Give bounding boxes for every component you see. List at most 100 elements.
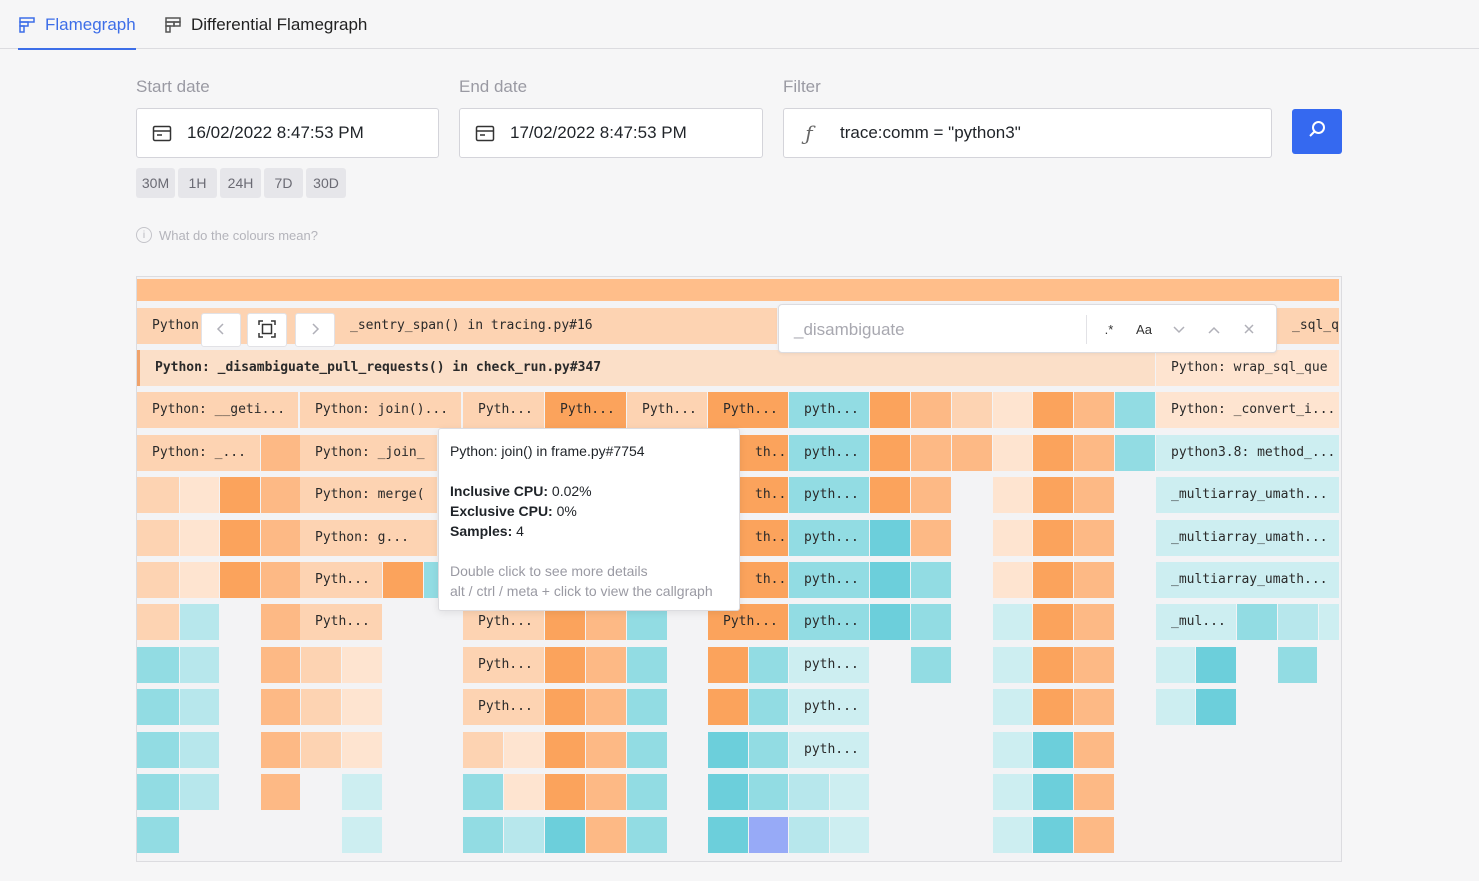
flamegraph-frame[interactable]: _sentry_span() in tracing.py#16	[335, 308, 777, 344]
next-match-button[interactable]	[1166, 305, 1192, 354]
flamegraph-frame-block[interactable]	[1033, 477, 1073, 513]
flamegraph-frame-block[interactable]	[789, 774, 829, 810]
flamegraph-frame-block[interactable]	[180, 732, 219, 768]
end-date-field[interactable]: 17/02/2022 8:47:53 PM	[459, 108, 763, 158]
flamegraph-frame-block[interactable]	[952, 392, 992, 428]
flamegraph-frame-block[interactable]	[137, 477, 179, 513]
flamegraph-frame[interactable]: pyth...	[789, 562, 869, 598]
flamegraph-frame[interactable]: Pyth...	[463, 392, 544, 428]
flamegraph-frame-block[interactable]	[1033, 520, 1073, 556]
flamegraph-frame-block[interactable]	[1074, 774, 1114, 810]
flamegraph-frame-block[interactable]	[463, 774, 503, 810]
flamegraph-frame[interactable]: _mul...	[1156, 604, 1236, 640]
flamegraph-frame-block[interactable]	[545, 689, 585, 725]
flamegraph-frame-block[interactable]	[342, 732, 382, 768]
start-date-field[interactable]: 16/02/2022 8:47:53 PM	[136, 108, 439, 158]
flamegraph-search-input[interactable]: _disambiguate	[794, 320, 905, 339]
quick-range-24h[interactable]: 24H	[220, 168, 261, 198]
flamegraph-frame-block[interactable]	[261, 520, 300, 556]
flamegraph-frame-block[interactable]	[1033, 817, 1073, 853]
flamegraph-frame-block[interactable]	[137, 774, 179, 810]
flamegraph-frame[interactable]: python3.8: method_...	[1156, 435, 1339, 471]
flamegraph-frame[interactable]: pyth...	[789, 520, 869, 556]
case-sensitive-toggle[interactable]: Aa	[1136, 322, 1152, 337]
flamegraph[interactable]: Python: _sentry_span() in tracing.py#16 _…	[136, 276, 1342, 862]
flamegraph-frame-block[interactable]	[261, 689, 300, 725]
flamegraph-frame-block[interactable]	[137, 647, 179, 683]
quick-range-7d[interactable]: 7D	[264, 168, 303, 198]
flamegraph-frame-block[interactable]	[586, 774, 626, 810]
flamegraph-frame[interactable]: Python: _convert_i...	[1156, 392, 1339, 428]
flamegraph-frame-block[interactable]	[627, 647, 667, 683]
flamegraph-frame-block[interactable]	[1074, 435, 1114, 471]
flamegraph-frame-block[interactable]	[1074, 604, 1114, 640]
flamegraph-frame-block[interactable]	[1074, 392, 1114, 428]
flamegraph-frame[interactable]: Python: _...	[137, 435, 260, 471]
flamegraph-frame-block[interactable]	[708, 689, 748, 725]
flamegraph-frame[interactable]: Python: merge(	[300, 477, 437, 513]
flamegraph-frame[interactable]: Pyth...	[708, 604, 788, 640]
flamegraph-frame-block[interactable]	[1033, 392, 1073, 428]
flamegraph-frame[interactable]: pyth...	[789, 392, 869, 428]
flamegraph-frame[interactable]: Python: join()...	[300, 392, 461, 428]
flamegraph-frame-block[interactable]	[261, 435, 300, 471]
flamegraph-frame-block[interactable]	[627, 774, 667, 810]
flamegraph-frame[interactable]: Pyth...	[708, 392, 788, 428]
flamegraph-frame-block[interactable]	[749, 689, 788, 725]
flamegraph-frame[interactable]: Pyth...	[545, 392, 626, 428]
flamegraph-frame[interactable]: Pyth...	[463, 689, 544, 725]
flamegraph-frame-block[interactable]	[627, 732, 667, 768]
flamegraph-frame-block[interactable]	[1033, 604, 1073, 640]
flamegraph-frame[interactable]: pyth...	[789, 435, 869, 471]
flamegraph-frame-block[interactable]	[342, 647, 382, 683]
previous-match-button[interactable]	[1201, 305, 1227, 354]
flamegraph-frame-block[interactable]	[545, 647, 585, 683]
flamegraph-frame-block[interactable]	[911, 562, 951, 598]
flamegraph-frame[interactable]: th...	[740, 520, 788, 556]
flamegraph-frame[interactable]: Pyth...	[463, 647, 544, 683]
flamegraph-frame-block[interactable]	[1033, 647, 1073, 683]
flamegraph-frame[interactable]: Python: _disambiguate_pull_requests() in…	[137, 350, 1155, 386]
flamegraph-frame-block[interactable]	[545, 774, 585, 810]
flamegraph-frame[interactable]: Python: __geti...	[137, 392, 298, 428]
flamegraph-frame-block[interactable]	[870, 392, 910, 428]
flamegraph-frame-block[interactable]	[1115, 392, 1155, 428]
flamegraph-frame-block[interactable]	[708, 732, 748, 768]
quick-range-1h[interactable]: 1H	[178, 168, 217, 198]
flamegraph-frame-block[interactable]	[749, 647, 788, 683]
flamegraph-frame-block[interactable]	[993, 520, 1032, 556]
flamegraph-frame-block[interactable]	[137, 604, 179, 640]
flamegraph-frame-block[interactable]	[342, 817, 382, 853]
flamegraph-frame-block[interactable]	[586, 689, 626, 725]
flamegraph-frame-block[interactable]	[504, 817, 544, 853]
flamegraph-frame-block[interactable]	[993, 604, 1032, 640]
flamegraph-frame-block[interactable]	[749, 732, 788, 768]
flamegraph-frame-block[interactable]	[993, 647, 1032, 683]
flamegraph-frame-block[interactable]	[1278, 647, 1317, 683]
flamegraph-frame-block[interactable]	[301, 689, 341, 725]
flamegraph-frame-block[interactable]	[789, 817, 829, 853]
flamegraph-frame-block[interactable]	[1074, 562, 1114, 598]
flamegraph-frame-block[interactable]	[261, 774, 300, 810]
search-button[interactable]	[1292, 109, 1342, 154]
flamegraph-frame-block[interactable]	[1156, 689, 1195, 725]
flamegraph-frame-block[interactable]	[708, 774, 748, 810]
flamegraph-frame-block[interactable]	[993, 562, 1032, 598]
flamegraph-frame-block[interactable]	[1074, 689, 1114, 725]
reset-zoom-button[interactable]	[247, 313, 287, 347]
flamegraph-frame-block[interactable]	[1074, 732, 1114, 768]
flamegraph-frame-block[interactable]	[261, 647, 300, 683]
filter-field[interactable]: ƒ trace:comm = "python3"	[783, 108, 1272, 158]
flamegraph-frame-block[interactable]	[1074, 817, 1114, 853]
flamegraph-frame-block[interactable]	[342, 774, 382, 810]
flamegraph-frame-block[interactable]	[220, 520, 260, 556]
flamegraph-frame-block[interactable]	[1033, 732, 1073, 768]
flamegraph-frame-block[interactable]	[708, 647, 748, 683]
flamegraph-frame-block[interactable]	[1074, 647, 1114, 683]
flamegraph-frame-block[interactable]	[870, 562, 910, 598]
flamegraph-frame-block[interactable]	[749, 817, 788, 853]
flamegraph-frame-block[interactable]	[180, 520, 219, 556]
flamegraph-frame-block[interactable]	[137, 689, 179, 725]
flamegraph-frame[interactable]: _multiarray_umath...	[1156, 477, 1339, 513]
flamegraph-frame-block[interactable]	[1033, 562, 1073, 598]
